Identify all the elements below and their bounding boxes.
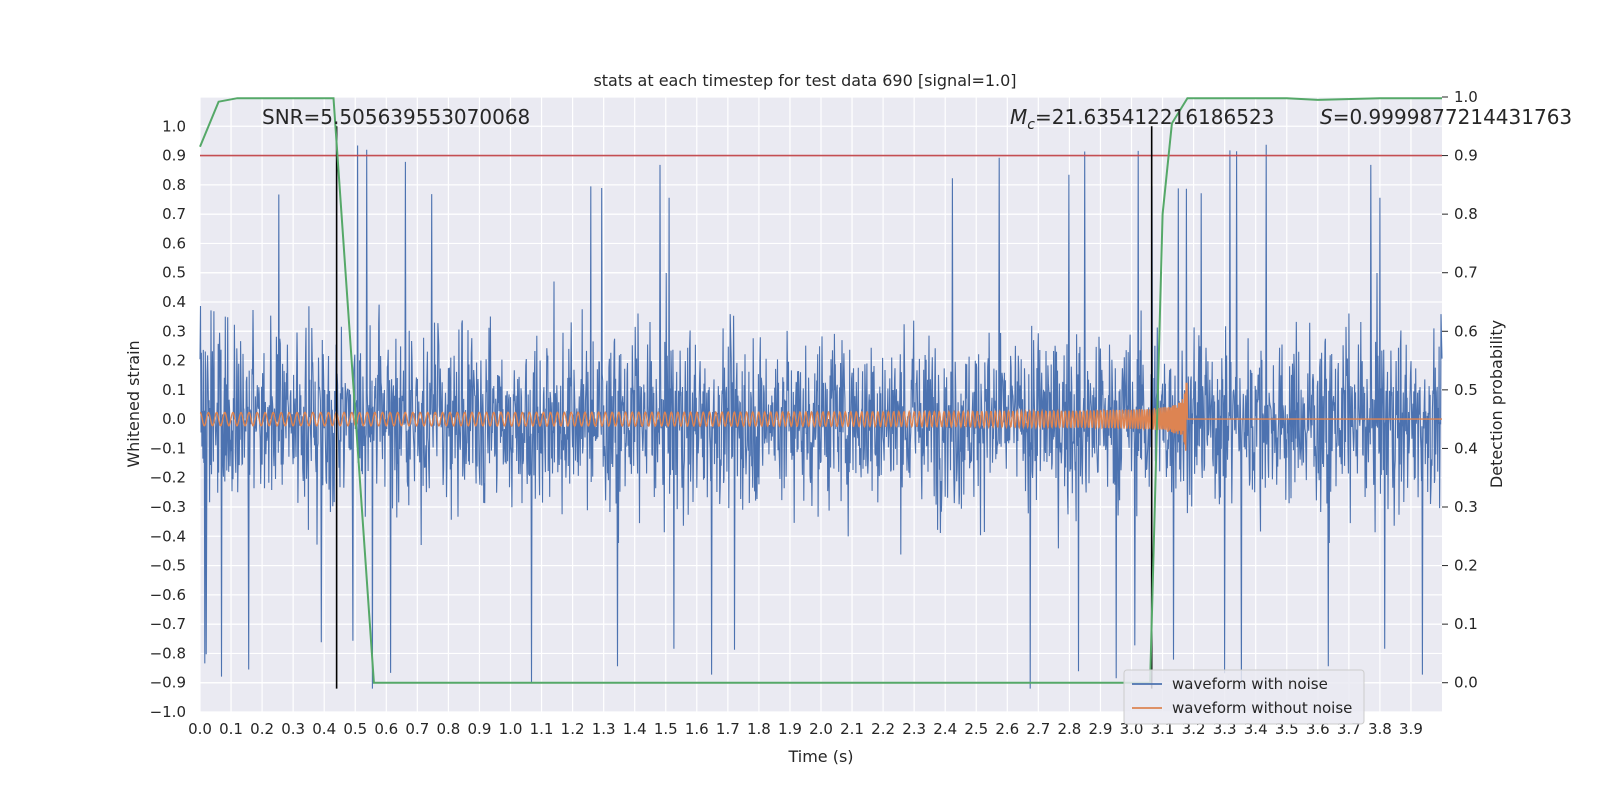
x-tick-label: 0.6 [374, 720, 398, 738]
x-tick-label: 2.2 [871, 720, 895, 738]
y2-tick-label: 0.9 [1454, 147, 1478, 165]
series-waveform-with-noise [199, 144, 1443, 689]
x-axis-label: Time (s) [787, 747, 853, 766]
x-tick-label: 2.8 [1057, 720, 1081, 738]
y2-tick-label: 0.7 [1454, 264, 1478, 282]
y2-tick-label: 0.6 [1454, 322, 1478, 340]
x-tick-label: 0.5 [343, 720, 367, 738]
x-tick-label: 2.1 [840, 720, 864, 738]
y2-tick-label: 0.3 [1454, 498, 1478, 516]
y2-tick-label: 1.0 [1454, 88, 1478, 106]
legend-label-noise: waveform with noise [1172, 675, 1328, 693]
y-tick-label: 0.6 [162, 234, 186, 252]
series-waveform-without-noise [199, 382, 1442, 451]
x-tick-label: 1.0 [499, 720, 523, 738]
x-tick-label: 1.4 [623, 720, 647, 738]
mc-annotation: Mc=21.635412216186523 [1010, 105, 1274, 133]
y2-tick-label: 0.8 [1454, 205, 1478, 223]
y-tick-label: −0.3 [150, 498, 186, 516]
y-tick-label: 0.4 [162, 293, 186, 311]
detection-probability-line [199, 97, 1442, 684]
noise-waveform-line [199, 144, 1443, 689]
x-tick-label: 1.2 [561, 720, 585, 738]
x-tick-label: 1.9 [778, 720, 802, 738]
x-tick-label: 2.9 [1089, 720, 1113, 738]
s-value: =0.9999877214431763 [1333, 105, 1572, 129]
snr-annotation: SNR=5.505639553070068 [262, 105, 530, 129]
x-tick-label: 2.5 [964, 720, 988, 738]
x-tick-label: 3.8 [1368, 720, 1392, 738]
series-detection-probability [199, 97, 1442, 684]
x-tick-label: 1.3 [592, 720, 616, 738]
y2-axis-label: Detection probability [1487, 320, 1506, 488]
x-tick-label: 1.8 [747, 720, 771, 738]
y-axis-ticks: 1.0 0.9 0.8 0.7 0.6 0.5 0.4 0.3 0.2 0.1 0.0 −0.1 −0.… [150, 117, 186, 721]
x-tick-label: 2.0 [809, 720, 833, 738]
legend: waveform with noise waveform without noi… [1123, 669, 1365, 725]
y-axis-label: Whitened strain [124, 340, 143, 467]
x-tick-label: 2.3 [902, 720, 926, 738]
clean-waveform-line [199, 382, 1442, 451]
x-tick-label: 0.8 [436, 720, 460, 738]
y-tick-label: 0.3 [162, 322, 186, 340]
mc-symbol: M [1010, 105, 1027, 129]
y-tick-label: −0.8 [150, 644, 186, 662]
y2-tick-label: 0.4 [1454, 439, 1478, 457]
x-tick-label: 0.0 [188, 720, 212, 738]
y2-tick-label: 0.0 [1454, 674, 1478, 692]
x-tick-label: 2.7 [1026, 720, 1050, 738]
x-tick-label: 0.3 [281, 720, 305, 738]
x-tick-label: 0.7 [405, 720, 429, 738]
mc-subscript: c [1027, 117, 1035, 133]
legend-box [1123, 669, 1365, 725]
y-tick-label: 0.1 [162, 381, 186, 399]
y-tick-label: −0.2 [150, 469, 186, 487]
y-tick-label: −1.0 [150, 703, 186, 721]
y-tick-label: 0.5 [162, 264, 186, 282]
y-tick-label: −0.6 [150, 586, 186, 604]
y2-tick-label: 0.1 [1454, 615, 1478, 633]
y-tick-label: 0.2 [162, 352, 186, 370]
y-tick-label: 0.8 [162, 176, 186, 194]
x-tick-label: 1.6 [685, 720, 709, 738]
y-tick-label: −0.5 [150, 557, 186, 575]
x-tick-label: 2.4 [933, 720, 957, 738]
y-tick-label: 0.7 [162, 205, 186, 223]
x-tick-label: 1.7 [716, 720, 740, 738]
x-tick-label: 0.9 [468, 720, 492, 738]
y-tick-label: −0.4 [150, 527, 186, 545]
y-tick-label: 0.0 [162, 410, 186, 428]
x-tick-label: 1.5 [654, 720, 678, 738]
x-tick-label: 0.1 [219, 720, 243, 738]
y-tick-label: −0.1 [150, 439, 186, 457]
x-tick-label: 0.4 [312, 720, 336, 738]
y-tick-label: −0.9 [150, 674, 186, 692]
mc-value: =21.635412216186523 [1035, 105, 1274, 129]
x-tick-label: 2.6 [995, 720, 1019, 738]
s-annotation: S=0.9999877214431763 [1320, 105, 1572, 129]
x-tick-label: 3.9 [1399, 720, 1423, 738]
chart-title: stats at each timestep for test data 690… [593, 71, 1016, 90]
y2-tick-label: 0.5 [1454, 381, 1478, 399]
y-tick-label: 1.0 [162, 117, 186, 135]
y-tick-label: −0.7 [150, 615, 186, 633]
y2-axis-ticks: 1.0 0.9 0.8 0.7 0.6 0.5 0.4 0.3 0.2 0.1 0.0 [1442, 88, 1478, 692]
y-tick-label: 0.9 [162, 147, 186, 165]
x-tick-label: 0.2 [250, 720, 274, 738]
y2-tick-label: 0.2 [1454, 557, 1478, 575]
legend-label-clean: waveform without noise [1172, 699, 1352, 717]
x-tick-label: 1.1 [530, 720, 554, 738]
s-symbol: S [1320, 105, 1333, 129]
